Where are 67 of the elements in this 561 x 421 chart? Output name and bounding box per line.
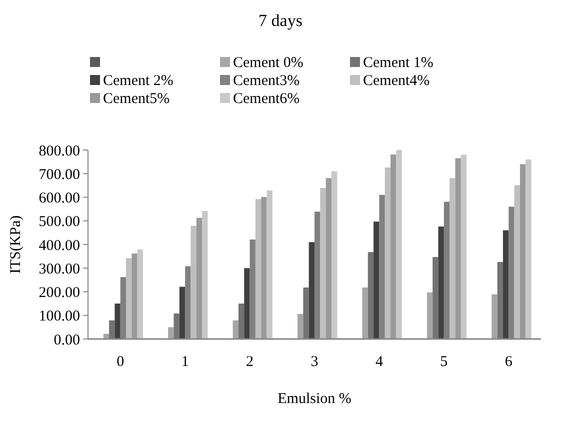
x-tick-label: 0 [116,354,124,370]
x-axis-title: Emulsion % [278,391,352,407]
bar [497,262,503,339]
legend-label: Cement6% [233,91,300,107]
bar [168,327,174,339]
bar [179,286,186,339]
bar [438,226,444,339]
legend-label: Cement 0% [233,55,304,71]
bar [526,159,532,339]
y-tick-label: 400.00 [38,238,80,254]
x-tick-label: 1 [181,354,189,370]
bar [232,320,238,339]
x-tick-label: 3 [310,354,318,370]
bar [455,158,461,339]
bar [514,185,520,339]
x-tick-label: 4 [375,354,384,370]
bar [450,178,456,339]
bar [320,188,326,339]
bar [261,197,267,339]
bar [426,292,433,339]
bar [368,252,374,339]
bar [384,167,391,339]
bar [492,294,498,339]
legend-label: Cement3% [233,73,300,89]
y-tick-label: 0.00 [54,332,80,348]
chart-title: 7 days [258,11,302,30]
bar [308,242,314,339]
legend-label: Cement 1% [363,55,434,71]
bar [298,314,304,339]
legend-label: Cement5% [103,91,170,107]
bar [114,304,120,339]
y-tick-label: 200.00 [38,285,80,301]
bar [126,258,132,339]
bar [202,210,208,339]
y-tick-label: 800.00 [38,143,80,160]
bar [331,171,338,339]
bar [238,304,244,339]
x-tick-label: 5 [440,354,448,370]
y-tick-label: 300.00 [38,261,80,278]
bar [432,257,438,339]
bar [132,253,138,339]
bar [374,222,380,339]
bar [174,313,180,339]
bar [396,150,402,339]
y-axis-title: ITS(KPa) [8,215,24,274]
bar [460,154,467,339]
bar [266,190,272,339]
x-tick-label: 2 [246,354,254,370]
bar [109,320,115,339]
legend-label: Cement 2% [103,73,174,89]
bar [196,218,202,339]
bar [390,154,396,339]
bar [362,287,368,339]
x-tick-label: 6 [504,354,513,370]
bar [244,268,250,339]
bar [190,226,196,339]
bar [255,199,262,339]
bar [520,164,526,339]
y-tick-label: 100.00 [38,308,80,325]
bar [502,230,509,339]
bar [303,287,309,339]
bar [326,178,332,339]
bar [137,249,144,339]
y-tick-label: 500.00 [38,214,80,230]
y-tick-label: 700.00 [38,166,80,183]
legend-label: Cement4% [363,73,430,89]
y-tick-label: 600.00 [38,190,80,206]
